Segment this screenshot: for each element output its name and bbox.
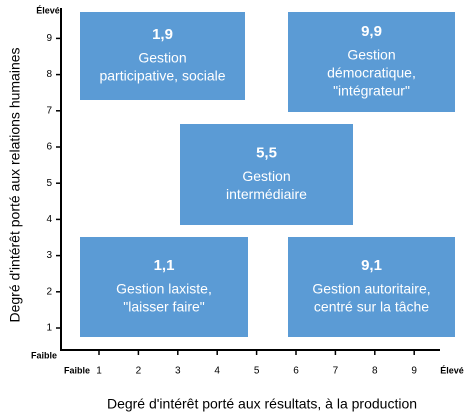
- y-tick-label: 2: [46, 286, 52, 297]
- box-label: Gestion laxiste,: [116, 281, 212, 297]
- box: [288, 237, 455, 337]
- box-grade: 1,1: [154, 257, 175, 274]
- x-low-label: Faible: [64, 365, 90, 375]
- box-grade: 9,9: [361, 23, 382, 40]
- x-high-label: Élevé: [440, 365, 464, 375]
- y-tick-label: 5: [46, 178, 52, 189]
- box-grade: 1,9: [152, 26, 173, 43]
- box-label: participative, sociale: [99, 68, 225, 84]
- y-tick-label: 1: [46, 323, 52, 334]
- x-tick-label: 9: [411, 366, 417, 377]
- y-tick-label: 8: [46, 69, 52, 80]
- box-label: "intégrateur": [333, 83, 410, 99]
- box-label: Gestion: [242, 168, 290, 184]
- box: [180, 124, 353, 225]
- box-label: intermédiaire: [226, 186, 307, 202]
- y-low-label: Faible: [31, 350, 57, 360]
- x-tick-label: 6: [293, 366, 299, 377]
- y-axis-title: Degré d'intérêt porté aux relations huma…: [7, 47, 23, 322]
- x-tick-label: 2: [136, 366, 142, 377]
- x-tick-label: 7: [333, 366, 339, 377]
- box-grade: 9,1: [361, 257, 382, 274]
- box-label: Gestion: [138, 50, 186, 66]
- x-tick-label: 1: [96, 366, 102, 377]
- box-label: centré sur la tâche: [314, 299, 429, 315]
- y-high-label: Élevé: [36, 5, 60, 15]
- x-tick-label: 8: [372, 366, 378, 377]
- box-label: Gestion autoritaire,: [312, 281, 430, 297]
- box-label: "laisser faire": [123, 299, 205, 315]
- box: [80, 237, 248, 337]
- x-tick-label: 5: [254, 366, 260, 377]
- box: [288, 12, 455, 112]
- x-tick-label: 3: [175, 366, 181, 377]
- box: [80, 12, 245, 100]
- box-grade: 5,5: [256, 144, 277, 161]
- box-label: Gestion: [347, 47, 395, 63]
- y-tick-label: 9: [46, 33, 52, 44]
- y-tick-label: 6: [46, 142, 52, 153]
- x-tick-label: 4: [214, 366, 220, 377]
- x-axis-title: Degré d'intérêt porté aux résultats, à l…: [107, 396, 417, 412]
- y-tick-label: 7: [46, 105, 52, 116]
- y-tick-label: 3: [46, 250, 52, 261]
- box-label: démocratique,: [327, 65, 416, 81]
- y-tick-label: 4: [46, 214, 52, 225]
